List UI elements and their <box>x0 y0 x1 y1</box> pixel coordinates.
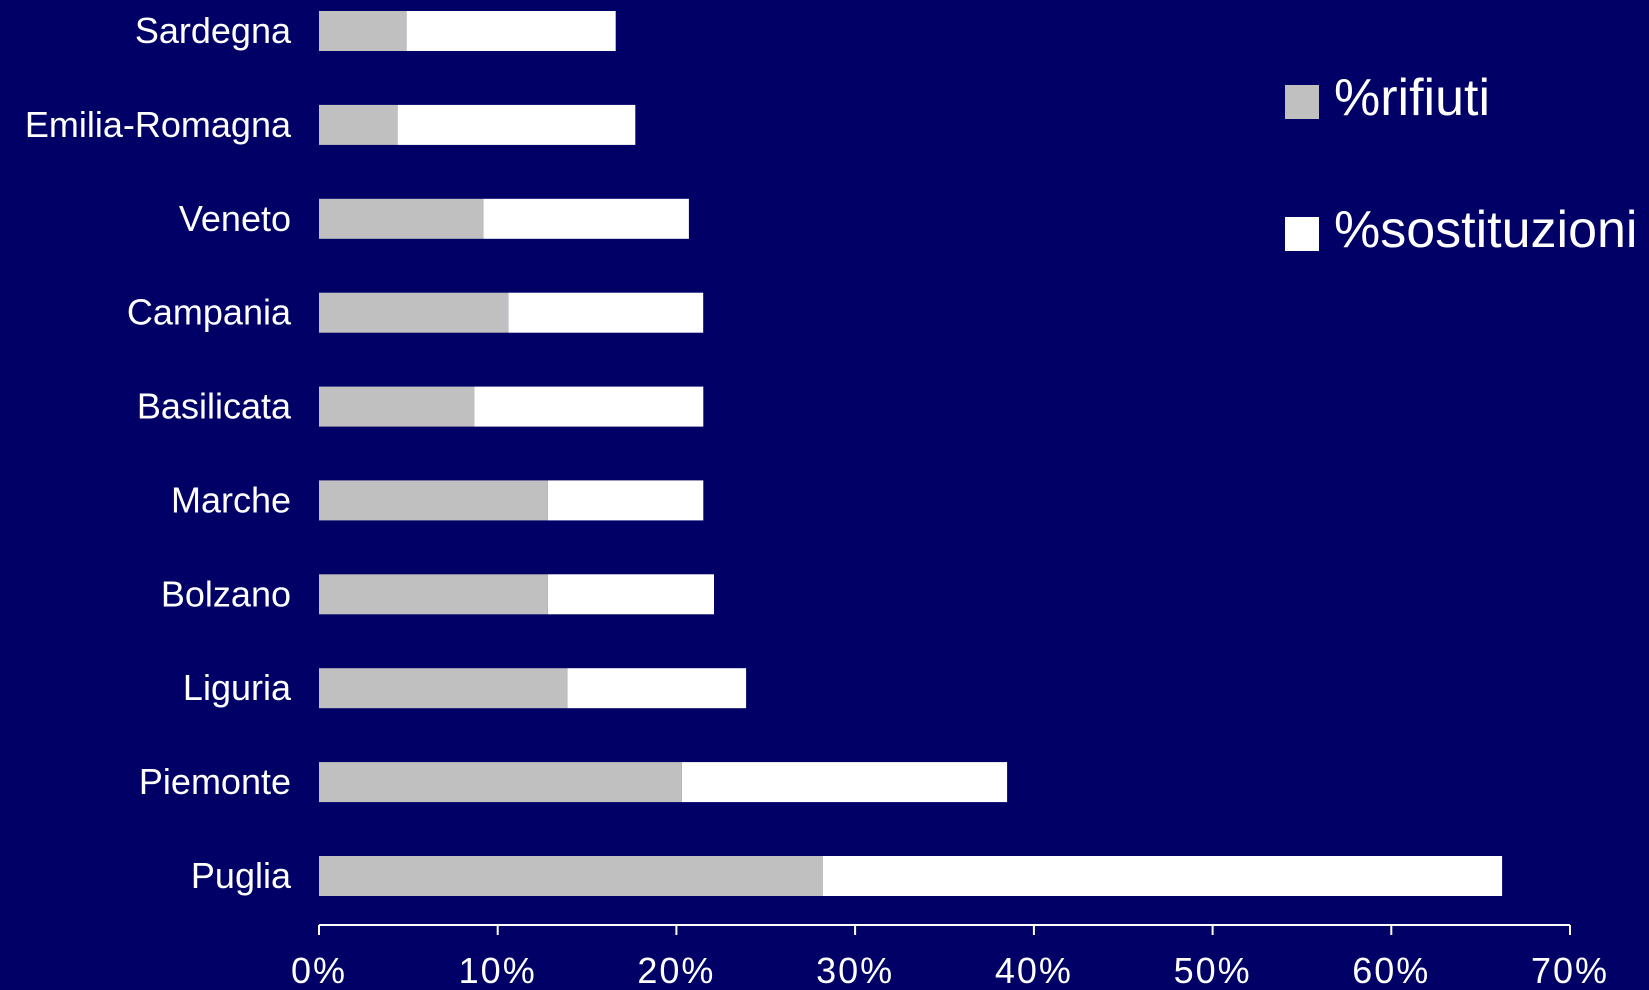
legend-swatch-rifiuti <box>1285 85 1319 119</box>
bar-bolzano-rifiuti <box>319 574 548 615</box>
category-label-marche: Marche <box>171 479 291 520</box>
category-label-sardegna: Sardegna <box>135 10 292 51</box>
x-axis: 0% 10% 20% 30% 40% 50% 60% 70% <box>291 924 1609 990</box>
bar-campania-sostituzioni <box>508 292 704 333</box>
bars-group <box>319 11 1503 896</box>
x-tick-label-30: 30% <box>816 950 894 990</box>
bar-campania-rifiuti <box>319 292 509 333</box>
x-tick-label-50: 50% <box>1174 950 1252 990</box>
category-label-campania: Campania <box>127 292 292 333</box>
x-tick-label-20: 20% <box>637 950 715 990</box>
bar-puglia-sostituzioni <box>823 856 1503 896</box>
bar-puglia-rifiuti <box>319 856 823 896</box>
bar-sardegna-rifiuti <box>319 11 407 51</box>
bar-veneto-sostituzioni <box>483 198 689 239</box>
bar-marche-rifiuti <box>319 480 548 521</box>
bar-emilia-romagna-sostituzioni <box>397 104 636 145</box>
legend-label-rifiuti: %rifiuti <box>1334 69 1490 127</box>
bar-bolzano-sostituzioni <box>547 574 714 615</box>
x-tick-label-60: 60% <box>1352 950 1430 990</box>
category-label-emilia-romagna: Emilia-Romagna <box>25 104 292 145</box>
x-tick-label-10: 10% <box>459 950 537 990</box>
bar-piemonte-rifiuti <box>319 762 682 803</box>
bar-sardegna-sostituzioni <box>406 11 616 51</box>
x-tick-label-70: 70% <box>1531 950 1609 990</box>
category-labels: Sardegna Emilia-Romagna Veneto Campania Basi… <box>25 10 292 896</box>
bar-marche-sostituzioni <box>547 480 704 521</box>
bar-basilicata-sostituzioni <box>474 386 704 427</box>
category-label-piemonte: Piemonte <box>139 761 291 802</box>
bar-basilicata-rifiuti <box>319 386 475 427</box>
bar-piemonte-sostituzioni <box>681 762 1008 803</box>
bar-liguria-sostituzioni <box>567 668 747 709</box>
category-label-puglia: Puglia <box>191 855 292 896</box>
bar-emilia-romagna-rifiuti <box>319 104 398 145</box>
category-label-veneto: Veneto <box>179 198 291 239</box>
category-label-liguria: Liguria <box>183 667 292 708</box>
bar-liguria-rifiuti <box>319 668 568 709</box>
bar-veneto-rifiuti <box>319 198 484 239</box>
category-label-bolzano: Bolzano <box>161 573 291 614</box>
legend-swatch-sostituzioni <box>1285 217 1319 251</box>
legend-label-sostituzioni: %sostituzioni <box>1334 201 1637 259</box>
legend: %rifiuti %sostituzioni <box>1285 69 1637 259</box>
x-tick-label-40: 40% <box>995 950 1073 990</box>
x-tick-label-0: 0% <box>291 950 347 990</box>
category-label-basilicata: Basilicata <box>137 386 292 427</box>
